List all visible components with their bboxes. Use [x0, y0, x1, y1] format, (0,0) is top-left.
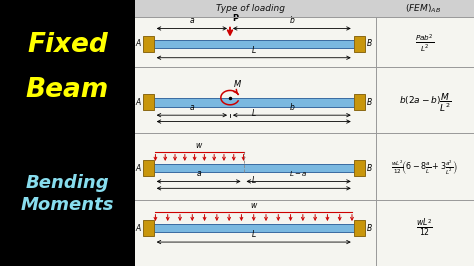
Bar — [354, 94, 365, 110]
Text: a: a — [196, 169, 201, 178]
Text: $\frac{wL^2}{12}$: $\frac{wL^2}{12}$ — [416, 218, 433, 238]
Bar — [354, 36, 365, 52]
Text: Fixed: Fixed — [27, 32, 108, 58]
Bar — [143, 220, 154, 236]
Text: A: A — [135, 39, 140, 48]
Bar — [154, 40, 354, 48]
Bar — [154, 98, 354, 107]
Bar — [135, 66, 474, 133]
Text: Bending
Moments: Bending Moments — [21, 174, 114, 214]
Bar — [154, 224, 354, 232]
Text: A: A — [135, 164, 140, 173]
Text: L: L — [252, 230, 256, 239]
Bar — [135, 0, 474, 66]
Text: $L-a$: $L-a$ — [290, 169, 308, 178]
Bar — [135, 0, 474, 17]
Text: Beam: Beam — [26, 77, 109, 103]
Bar — [143, 94, 154, 110]
Text: A: A — [135, 98, 140, 107]
Text: a: a — [190, 103, 194, 112]
Text: A: A — [135, 224, 140, 233]
Text: B: B — [367, 164, 373, 173]
Bar — [135, 200, 474, 266]
Text: $b(2a-b)\dfrac{M}{L^2}$: $b(2a-b)\dfrac{M}{L^2}$ — [399, 91, 451, 114]
Text: M: M — [233, 80, 241, 89]
Text: Type of loading: Type of loading — [216, 4, 285, 13]
Bar — [354, 160, 365, 176]
Text: b: b — [290, 16, 294, 25]
Bar — [135, 133, 474, 200]
Text: B: B — [367, 98, 373, 107]
Text: L: L — [252, 109, 256, 118]
Text: B: B — [367, 39, 373, 48]
Text: $(FEM)_{AB}$: $(FEM)_{AB}$ — [405, 3, 441, 15]
Text: $\frac{wL^2}{12}\!\left(6-8\frac{a}{L}+3\frac{a^2}{L^2}\right)$: $\frac{wL^2}{12}\!\left(6-8\frac{a}{L}+3… — [392, 159, 458, 177]
Text: a: a — [190, 16, 194, 25]
Text: B: B — [367, 224, 373, 233]
Text: w: w — [195, 141, 202, 150]
Text: P: P — [232, 14, 238, 23]
Text: L: L — [252, 176, 256, 185]
Text: b: b — [290, 103, 294, 112]
Text: w: w — [251, 201, 257, 210]
Bar — [143, 160, 154, 176]
Bar — [354, 220, 365, 236]
Text: $\frac{Pab^2}{L^2}$: $\frac{Pab^2}{L^2}$ — [415, 33, 435, 55]
Text: L: L — [252, 45, 256, 55]
Bar — [154, 164, 354, 172]
Bar — [143, 36, 154, 52]
